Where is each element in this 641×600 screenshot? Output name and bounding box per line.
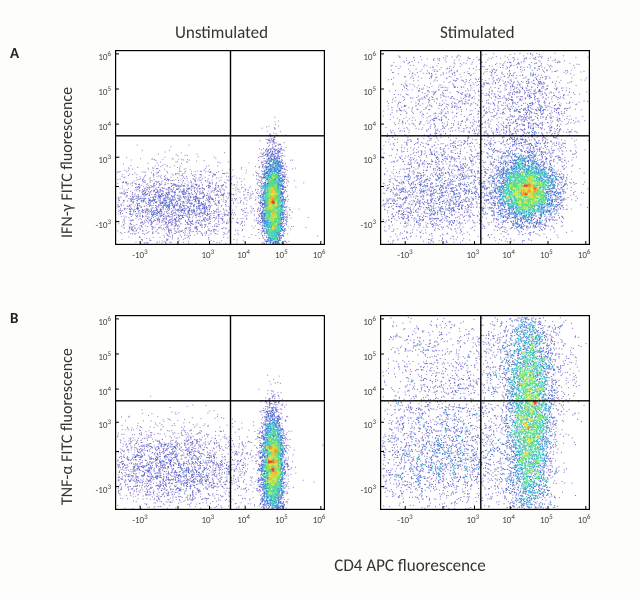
x-tick-label: 104 xyxy=(237,247,250,261)
scatter-plot-A_unstim xyxy=(115,50,325,245)
y-tick-label: 103 xyxy=(89,152,111,166)
y-axis-title-ifng: IFN-γ FITC fluorescence xyxy=(58,87,77,238)
y-tick-label: 103 xyxy=(89,417,111,431)
y-tick-label: 105 xyxy=(354,349,376,363)
x-tick-label: 106 xyxy=(313,512,326,526)
x-tick-label: 103 xyxy=(202,512,215,526)
x-tick-label: -103 xyxy=(397,247,412,261)
y-tick-label: 106 xyxy=(89,49,111,63)
x-tick-label: 105 xyxy=(275,512,288,526)
density-scatter-B_stim xyxy=(380,315,590,510)
y-tick-label: -103 xyxy=(354,217,376,231)
density-scatter-B_unstim xyxy=(115,315,325,510)
y-tick-label: 106 xyxy=(89,314,111,328)
x-tick-label: 103 xyxy=(202,247,215,261)
y-tick-label: 105 xyxy=(89,349,111,363)
y-tick-label: 105 xyxy=(89,84,111,98)
x-tick-label: 105 xyxy=(540,512,553,526)
y-tick-label: 104 xyxy=(354,119,376,133)
y-tick-label: -103 xyxy=(354,482,376,496)
col-header-stimulated: Stimulated xyxy=(440,22,515,43)
y-tick-label: 105 xyxy=(354,84,376,98)
x-tick-label: 103 xyxy=(467,247,480,261)
x-tick-label: 106 xyxy=(313,247,326,261)
y-axis-title-tnfa: TNF-α FITC fluorescence xyxy=(58,348,77,505)
scatter-plot-A_stim xyxy=(380,50,590,245)
scatter-plot-B_stim xyxy=(380,315,590,510)
x-tick-label: -103 xyxy=(132,247,147,261)
y-tick-label: 104 xyxy=(89,119,111,133)
y-tick-label: -103 xyxy=(89,217,111,231)
y-tick-label: 104 xyxy=(354,384,376,398)
x-tick-label: 105 xyxy=(275,247,288,261)
y-tick-label: 104 xyxy=(89,384,111,398)
y-tick-label: 106 xyxy=(354,49,376,63)
y-tick-label: 106 xyxy=(354,314,376,328)
y-tick-label: -103 xyxy=(89,482,111,496)
panel-label-a: A xyxy=(10,45,19,63)
x-tick-label: 104 xyxy=(502,512,515,526)
x-tick-label: 106 xyxy=(578,247,591,261)
x-tick-label: -103 xyxy=(132,512,147,526)
flow-cytometry-figure: A B Unstimulated Stimulated IFN-γ FITC f… xyxy=(0,0,641,600)
x-axis-shared-label: CD4 APC fluorescence xyxy=(260,555,560,576)
x-tick-label: 106 xyxy=(578,512,591,526)
y-tick-label: 103 xyxy=(354,152,376,166)
scatter-plot-B_unstim xyxy=(115,315,325,510)
density-scatter-A_stim xyxy=(380,50,590,245)
y-tick-label: 103 xyxy=(354,417,376,431)
panel-label-b: B xyxy=(10,310,18,328)
x-tick-label: -103 xyxy=(397,512,412,526)
density-scatter-A_unstim xyxy=(115,50,325,245)
col-header-unstimulated: Unstimulated xyxy=(175,22,268,43)
x-tick-label: 104 xyxy=(502,247,515,261)
x-tick-label: 103 xyxy=(467,512,480,526)
x-tick-label: 104 xyxy=(237,512,250,526)
x-tick-label: 105 xyxy=(540,247,553,261)
